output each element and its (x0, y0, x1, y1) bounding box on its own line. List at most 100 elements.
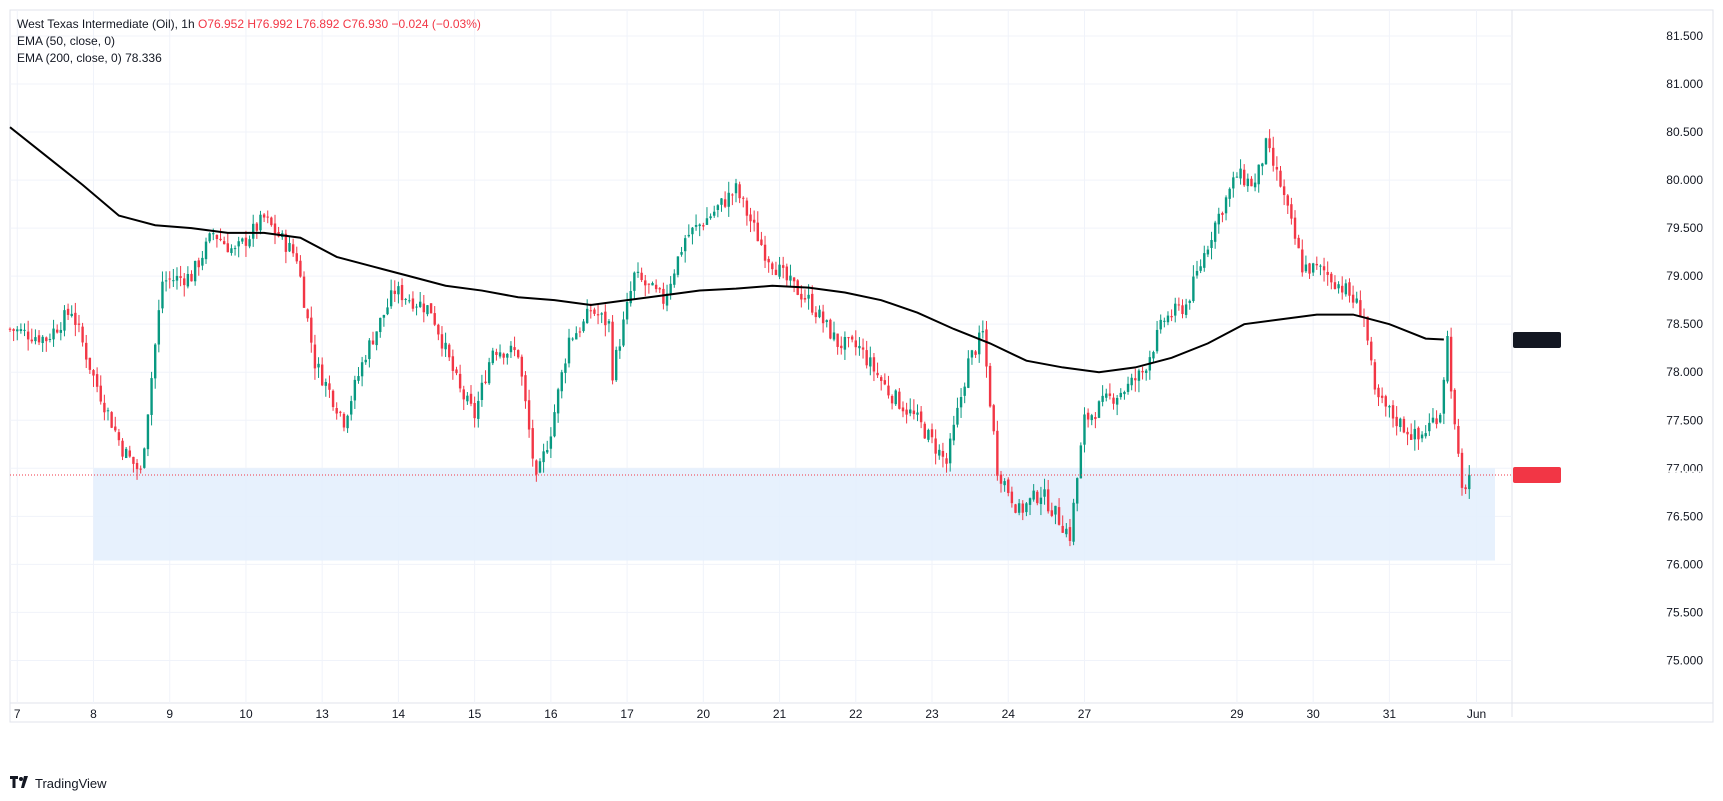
candle-body (222, 241, 226, 245)
candle-body (723, 199, 727, 207)
candle-body (1275, 167, 1279, 170)
candle-body (654, 284, 658, 290)
candle-body (1028, 498, 1032, 505)
candle-body (847, 337, 850, 339)
candle-body (48, 339, 52, 341)
candle-body (1163, 320, 1166, 322)
candle-body (781, 265, 785, 268)
candle-body (350, 401, 353, 415)
candle-body (1232, 177, 1235, 189)
candle-body (477, 400, 480, 419)
candle-body (1065, 528, 1068, 535)
candle-body (919, 411, 923, 423)
candle-body (549, 436, 553, 449)
x-tick-label: 23 (925, 707, 939, 721)
candle-body (992, 405, 995, 432)
candle-body (970, 350, 974, 358)
tradingview-brand[interactable]: TradingView (10, 776, 107, 791)
x-tick-label: 13 (316, 707, 330, 721)
candle-body (938, 449, 941, 456)
candle-body (589, 310, 592, 312)
candle-body (876, 372, 879, 376)
y-tick-label: 80.500 (1666, 125, 1703, 139)
candle-body (702, 225, 705, 227)
candle-body (585, 308, 589, 324)
candle-body (756, 222, 759, 242)
last-price-tag: 76.930 (1513, 467, 1703, 484)
candle-body (1377, 387, 1380, 398)
candle-body (426, 305, 429, 315)
candle-body (1199, 266, 1202, 271)
candle-body (393, 290, 396, 294)
price-axis[interactable]: 75.000 75.500 76.000 76.500 77.000 77.500 78.0… (1666, 29, 1703, 668)
candle-body (310, 317, 313, 343)
candle-body (524, 375, 527, 402)
candle-body (357, 376, 360, 381)
candle-body (821, 311, 825, 324)
candle-body (1326, 271, 1329, 275)
candle-body (128, 450, 131, 457)
candle-body (905, 409, 908, 415)
candle-body (1272, 147, 1275, 166)
candle-body (331, 390, 335, 408)
candle-body (1224, 197, 1228, 214)
candle-body (531, 428, 534, 459)
candle-body (259, 214, 262, 231)
candle-body (458, 373, 462, 389)
candle-body (1301, 249, 1304, 273)
candle-body (673, 273, 676, 285)
candle-body (930, 429, 934, 438)
candle-body (59, 329, 63, 333)
candle-body (883, 380, 887, 385)
candle-body (1123, 391, 1126, 395)
candle-body (132, 456, 135, 464)
candle-body (622, 319, 625, 346)
ema200-label: EMA (200, close, 0) (17, 51, 122, 65)
candle-body (172, 280, 175, 282)
candle-body (1417, 427, 1420, 440)
candle-body (535, 460, 538, 475)
candle-body (433, 313, 436, 325)
candle-body (567, 337, 571, 364)
candle-body (193, 260, 197, 282)
candle-body (23, 329, 26, 331)
candle-body (411, 298, 415, 309)
candle-body (927, 429, 930, 440)
x-tick-label: 27 (1078, 707, 1092, 721)
last-price-label: 76.930 (1666, 468, 1703, 482)
x-tick-label: 14 (392, 707, 406, 721)
candle-body (502, 353, 505, 358)
tradingview-logo-icon (10, 776, 30, 791)
time-axis[interactable]: 7 8 9 10 13 14 15 16 17 20 21 22 23 24 27 29 30 31 Jun (14, 707, 1486, 721)
candle-body (1112, 397, 1115, 404)
candle-body (8, 328, 12, 330)
candle-body (291, 244, 295, 254)
ema-price-tag: 78.336 (1513, 331, 1703, 348)
candle-body (1195, 270, 1199, 276)
candle-body (1435, 418, 1438, 425)
symbol-row: West Texas Intermediate (Oil), 1h O76.95… (17, 16, 481, 33)
x-tick-label: 17 (620, 707, 634, 721)
candle-body (636, 271, 640, 273)
candle-body (890, 395, 894, 404)
x-tick-label: 20 (697, 707, 711, 721)
candle-body (1399, 418, 1402, 428)
candle-body (415, 306, 418, 308)
y-tick-label: 79.500 (1666, 221, 1703, 235)
candle-body (437, 324, 440, 335)
candle-body (1046, 489, 1050, 512)
candle-body (1293, 217, 1297, 239)
y-tick-label: 77.500 (1666, 413, 1703, 427)
candle-body (1079, 445, 1083, 479)
candle-body (742, 197, 745, 199)
candle-body (909, 409, 912, 414)
candle-body (353, 379, 357, 401)
candle-body (963, 386, 966, 396)
candle-body (698, 224, 701, 227)
candle-body (469, 393, 473, 404)
candle-body (763, 244, 767, 261)
candle-body (418, 301, 422, 307)
candle-body (190, 273, 193, 282)
candle-body (825, 320, 828, 323)
